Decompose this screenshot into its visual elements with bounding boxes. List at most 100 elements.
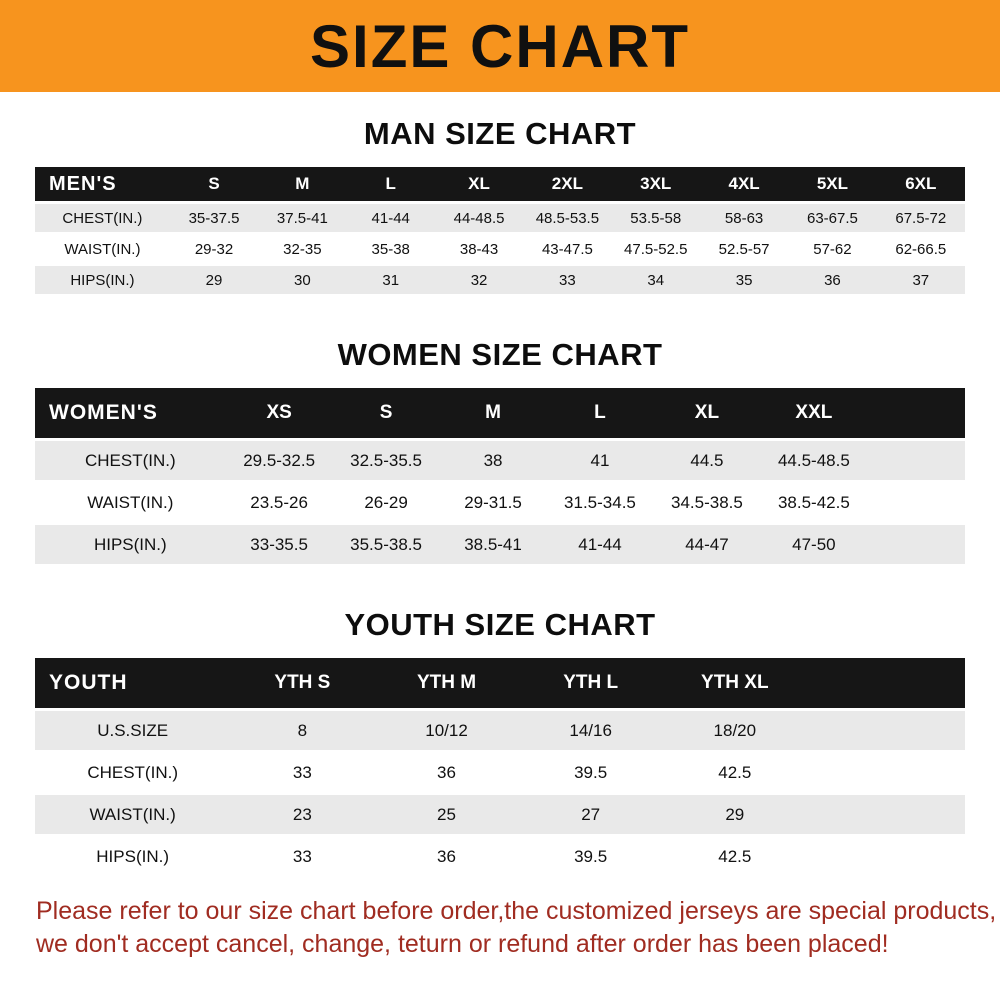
size-column-header: L [346, 167, 435, 201]
size-value: 57-62 [813, 240, 852, 258]
size-column-header: 3XL [611, 167, 700, 201]
spacer-cell [807, 837, 965, 876]
row-label: HIPS(IN.) [96, 846, 170, 866]
size-value: 38.5-41 [439, 525, 547, 564]
row-label: WAIST(IN.) [64, 240, 141, 258]
size-value: 30 [258, 266, 347, 294]
size-value: 63-67.5 [788, 204, 877, 232]
table-row: HIPS(IN.) 29 30 31 32 33 34 35 36 37 [35, 266, 965, 294]
men-section-title: MAN SIZE CHART [363, 116, 637, 151]
size-value: 42.5 [718, 846, 752, 866]
size-value: 32 [434, 266, 524, 294]
size-value: 31.5-34.5 [564, 492, 636, 512]
youth-section-title: YOUTH SIZE CHART [344, 607, 656, 642]
size-value: 35-38 [371, 240, 410, 258]
size-value: 32.5-35.5 [332, 441, 440, 480]
size-value: 29-31.5 [464, 492, 522, 512]
size-value: 35 [699, 266, 789, 294]
size-value: 41-44 [346, 204, 435, 232]
size-value: 31 [346, 266, 435, 294]
size-value: 25 [374, 795, 519, 834]
size-value: 41 [546, 441, 654, 480]
size-column-header: 6XL [876, 167, 965, 201]
size-value: 27 [518, 795, 663, 834]
size-column-header: 2XL [523, 167, 612, 201]
row-label: WAIST(IN.) [87, 492, 174, 512]
youth-size-table: YOUTH YTH S YTH M YTH L YTH XL U.S.SIZE 8 10/12… [35, 655, 965, 879]
size-value: 36 [437, 846, 456, 866]
row-label: HIPS(IN.) [35, 266, 170, 294]
size-column-header: YTH M [374, 658, 519, 708]
size-value: 42.5 [718, 762, 752, 782]
table-header-row: WOMEN'S XS S M L XL XXL [35, 388, 965, 438]
spacer-cell [806, 711, 965, 750]
size-value: 39.5 [574, 846, 608, 866]
size-value: 36 [788, 266, 877, 294]
size-value: 35.5-38.5 [332, 525, 440, 564]
size-value: 10/12 [374, 711, 519, 750]
spacer-cell [867, 483, 965, 522]
table-row: WAIST(IN.) 23 25 27 29 [35, 795, 965, 834]
size-value: 52.5-57 [718, 240, 770, 258]
size-column-header: 4XL [699, 167, 789, 201]
size-value: 47-50 [760, 525, 868, 564]
size-value: 38 [439, 441, 547, 480]
men-size-section: MAN SIZE CHART MEN'S S M L XL 2XL 3XL 4XL 5XL 6XL… [0, 116, 1000, 297]
table-header-row: YOUTH YTH S YTH M YTH L YTH XL [35, 658, 965, 708]
size-value: 38.5-42.5 [777, 492, 850, 512]
size-column-header: XL [653, 388, 761, 438]
size-value: 41-44 [546, 525, 654, 564]
table-corner-label: YOUTH [35, 658, 231, 708]
spacer-cell [806, 658, 965, 708]
size-value: 34 [611, 266, 700, 294]
size-value: 48.5-53.5 [523, 204, 612, 232]
table-corner-label: WOMEN'S [35, 388, 226, 438]
table-row: HIPS(IN.) 33-35.5 35.5-38.5 38.5-41 41-44 44-… [35, 525, 965, 564]
size-value: 32-35 [283, 240, 322, 258]
size-value: 8 [230, 711, 375, 750]
size-value: 44-47 [653, 525, 761, 564]
table-row: CHEST(IN.) 29.5-32.5 32.5-35.5 38 41 44.5 44.5… [35, 441, 965, 480]
spacer-cell [867, 388, 965, 438]
row-label: CHEST(IN.) [35, 441, 226, 480]
size-value: 62-66.5 [895, 240, 947, 258]
size-value: 29 [169, 266, 259, 294]
spacer-cell [867, 441, 965, 480]
size-value: 36 [437, 762, 456, 782]
size-column-header: YTH L [518, 658, 663, 708]
size-value: 29.5-32.5 [225, 441, 333, 480]
size-column-header: XL [434, 167, 524, 201]
size-chart-page: SIZE CHART MAN SIZE CHART MEN'S S M L XL 2XL 3… [0, 0, 1000, 958]
size-value: 37 [876, 266, 965, 294]
size-column-header: YTH XL [662, 658, 807, 708]
women-section-title: WOMEN SIZE CHART [337, 337, 663, 372]
size-value: 33 [292, 846, 312, 866]
row-label: HIPS(IN.) [35, 525, 226, 564]
size-column-header: 5XL [788, 167, 877, 201]
size-value: 23.5-26 [250, 492, 308, 512]
banner: SIZE CHART [0, 0, 1000, 92]
table-row: WAIST(IN.) 29-32 32-35 35-38 38-43 43-47.5 47.… [35, 235, 965, 263]
table-row: WAIST(IN.) 23.5-26 26-29 29-31.5 31.5-34.5 34… [35, 483, 965, 522]
size-value: 33-35.5 [225, 525, 333, 564]
women-size-section: WOMEN SIZE CHART WOMEN'S XS S M L XL XXL CHEST(… [0, 337, 1000, 567]
size-value: 47.5-52.5 [624, 240, 688, 258]
spacer-cell [807, 753, 965, 792]
table-row: CHEST(IN.) 35-37.5 37.5-41 41-44 44-48.5 48.5… [35, 204, 965, 232]
size-value: 14/16 [518, 711, 663, 750]
size-value: 44.5 [653, 441, 761, 480]
size-value: 37.5-41 [258, 204, 347, 232]
size-value: 34.5-38.5 [671, 492, 743, 512]
table-corner-label: MEN'S [35, 167, 170, 201]
row-label: U.S.SIZE [35, 711, 231, 750]
size-value: 23 [230, 795, 375, 834]
size-value: 33 [292, 762, 312, 782]
size-value: 58-63 [699, 204, 789, 232]
size-column-header: YTH S [230, 658, 375, 708]
size-value: 18/20 [662, 711, 807, 750]
table-row: U.S.SIZE 8 10/12 14/16 18/20 [35, 711, 965, 750]
table-row: HIPS(IN.) 33 36 39.5 42.5 [35, 837, 965, 876]
row-label: WAIST(IN.) [35, 795, 231, 834]
size-value: 44-48.5 [434, 204, 524, 232]
table-row: CHEST(IN.) 33 36 39.5 42.5 [35, 753, 965, 792]
